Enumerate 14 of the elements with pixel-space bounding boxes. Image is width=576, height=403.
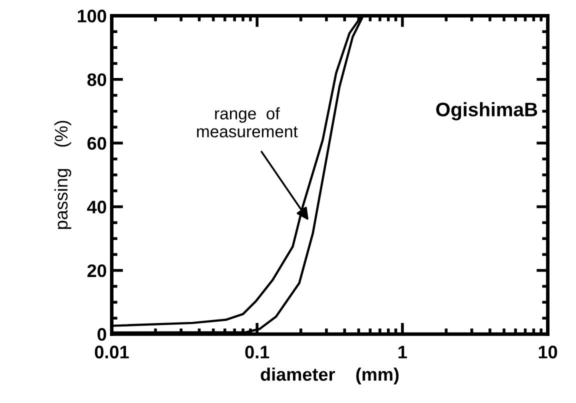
- x-axis-title: diameter (mm): [260, 368, 399, 384]
- x-tick-label: 10: [538, 346, 558, 358]
- y-axis-title: passing (%): [54, 120, 72, 229]
- y-tick-label: 100: [78, 10, 106, 22]
- y-tick-label: 60: [87, 137, 106, 150]
- x-tick-label: 0.01: [94, 346, 129, 358]
- annotation: range of measurement: [197, 107, 298, 138]
- y-tick-label: 80: [87, 73, 106, 86]
- annotation: OgishimaB: [436, 102, 538, 120]
- y-tick-label: 40: [87, 200, 106, 214]
- x-tick-label: 0.1: [245, 346, 270, 358]
- y-tick-label: 0: [98, 328, 106, 341]
- x-tick-label: 1: [398, 346, 407, 358]
- y-tick-label: 20: [87, 264, 106, 278]
